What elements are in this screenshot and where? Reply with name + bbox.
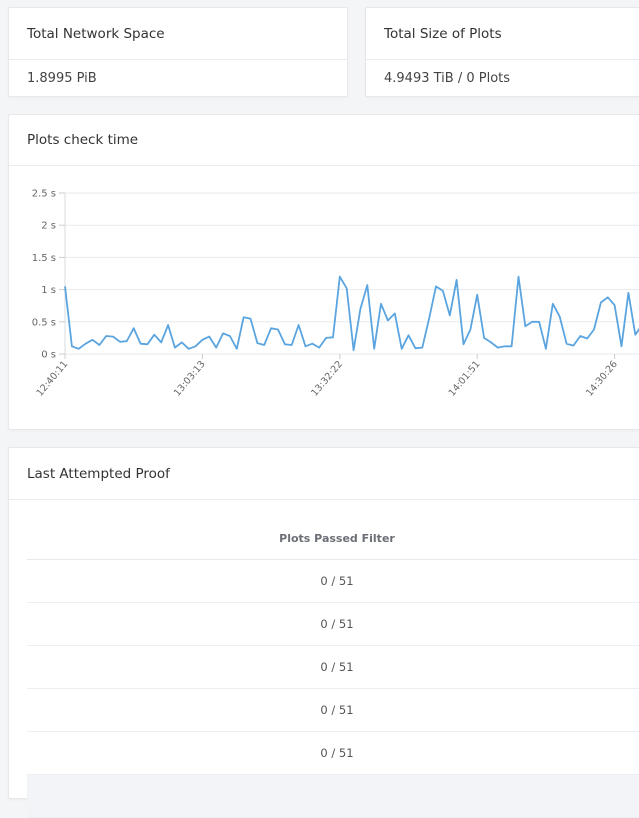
table-row: 0 / 51 <box>27 689 639 732</box>
network-space-title: Total Network Space <box>9 8 347 60</box>
last-attempted-proof-card: Last Attempted Proof Plots Passed Filter… <box>8 447 639 818</box>
plots-check-time-series-line <box>64 275 639 352</box>
y-tick-label: 0.5 s <box>32 317 56 328</box>
table-row: 0 / 51 <box>27 646 639 689</box>
last-attempted-proof-title: Last Attempted Proof <box>9 448 639 500</box>
network-space-value: 1.8995 PiB <box>27 70 97 86</box>
table-cell: 0 / 51 <box>320 703 354 717</box>
table-row: 0 / 51 <box>27 732 639 775</box>
y-tick-label: 2.5 s <box>32 189 56 200</box>
table-row: 0 / 51 <box>27 560 639 603</box>
proof-table-header: Plots Passed Filter <box>27 518 639 560</box>
plot-size-title: Total Size of Plots <box>366 8 639 60</box>
y-tick-label: 0 s <box>41 350 56 361</box>
x-tick-label: 14:01:51 <box>447 359 483 399</box>
y-tick-label: 2 s <box>41 221 56 232</box>
plot-size-value: 4.9493 TiB / 0 Plots <box>384 70 511 86</box>
y-tick-label: 1 s <box>41 285 56 296</box>
x-tick-label: 13:03:13 <box>172 359 208 399</box>
plots-passed-filter-header: Plots Passed Filter <box>279 532 395 545</box>
plots-check-time-card: Plots check time 0 s 0.5 s 1 s 1.5 s 2 s 2.5 … <box>8 114 639 430</box>
x-tick-label: 12:40:11 <box>34 359 70 399</box>
table-row <box>27 775 639 818</box>
y-tick-label: 1.5 s <box>32 253 56 264</box>
plots-check-time-title: Plots check time <box>9 115 639 166</box>
x-tick-label: 14:30:26 <box>584 359 620 399</box>
plot-size-card: Total Size of Plots 4.9493 TiB / 0 Plots <box>365 7 639 97</box>
proof-table: Plots Passed Filter 0 / 51 0 / 51 0 / 51… <box>27 518 639 818</box>
network-space-card: Total Network Space 1.8995 PiB <box>8 7 348 97</box>
table-cell: 0 / 51 <box>320 617 354 631</box>
table-row: 0 / 51 <box>27 603 639 646</box>
table-cell: 0 / 51 <box>320 746 354 760</box>
plots-check-time-chart: 0 s 0.5 s 1 s 1.5 s 2 s 2.5 s 12:40:11 13:03:13… <box>32 189 639 399</box>
table-cell: 0 / 51 <box>320 660 354 674</box>
x-tick-label: 13:32:22 <box>309 359 345 399</box>
table-cell: 0 / 51 <box>320 574 354 588</box>
